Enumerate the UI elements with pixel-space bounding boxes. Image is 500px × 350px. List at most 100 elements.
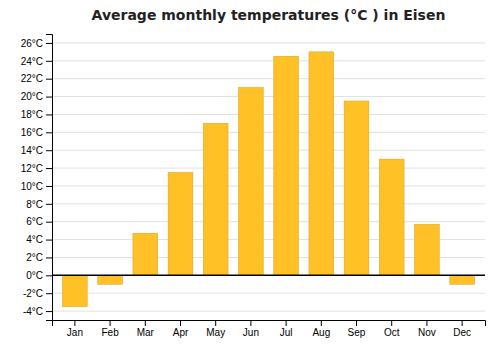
y-tick: -2°C xyxy=(23,288,52,299)
bar xyxy=(98,275,123,284)
grid-line xyxy=(52,96,485,97)
chart: -4°C-2°C0°C2°C4°C6°C8°C10°C12°C14°C16°C1… xyxy=(0,0,500,350)
grid-line xyxy=(52,114,485,115)
y-tick-mark xyxy=(46,114,52,115)
y-tick: 2°C xyxy=(26,252,52,263)
x-axis: Jan Feb Mar Apr May Jun Jul Aug Sep Oct Nov Dec xyxy=(53,320,486,338)
y-tick: 8°C xyxy=(26,199,52,210)
x-tick-label: Dec xyxy=(453,327,471,338)
x-tick-mark xyxy=(215,320,216,326)
bar xyxy=(450,275,475,284)
y-tick: 6°C xyxy=(26,216,52,227)
y-tick: 16°C xyxy=(21,127,52,138)
x-tick-mark xyxy=(250,320,251,326)
plot: -4°C-2°C0°C2°C4°C6°C8°C10°C12°C14°C16°C1… xyxy=(21,35,486,339)
x-tick-label: Aug xyxy=(312,327,330,338)
y-axis-line xyxy=(46,35,53,321)
grid-line xyxy=(52,42,485,43)
grid-line xyxy=(52,221,485,222)
y-tick: 14°C xyxy=(21,145,52,156)
x-tick: Nov xyxy=(418,320,436,338)
x-tick-label: Sep xyxy=(348,327,366,338)
grid-line xyxy=(52,185,485,186)
y-tick-mark xyxy=(46,204,52,205)
zero-line xyxy=(52,275,485,277)
x-tick: May xyxy=(206,320,225,338)
grid-line xyxy=(52,60,485,61)
x-tick-mark xyxy=(462,320,463,326)
y-tick: 22°C xyxy=(21,73,52,84)
title: Average monthly temperatures (°C ) in Ei… xyxy=(92,7,446,23)
grid-line xyxy=(52,311,485,312)
y-tick-mark xyxy=(46,132,52,133)
x-tick-mark xyxy=(321,320,322,326)
x-tick: Mar xyxy=(137,320,155,338)
x-axis-line xyxy=(53,321,486,327)
y-tick-label: 6°C xyxy=(26,216,43,227)
y-tick-mark xyxy=(46,222,52,223)
y-tick-mark xyxy=(46,61,52,62)
y-tick-label: 18°C xyxy=(21,109,43,120)
y-tick: 0°C xyxy=(26,270,52,281)
x-tick-mark xyxy=(110,320,111,326)
x-tick-mark xyxy=(391,320,392,326)
x-tick: Jul xyxy=(280,320,293,338)
bar xyxy=(274,56,299,275)
bar xyxy=(379,159,404,275)
y-tick-label: 0°C xyxy=(26,270,43,281)
y-tick-mark xyxy=(46,240,52,241)
y-tick: 4°C xyxy=(26,234,52,245)
y-tick-mark xyxy=(46,186,52,187)
grid-line xyxy=(52,168,485,169)
x-tick: Dec xyxy=(453,320,471,338)
grid xyxy=(52,43,485,311)
y-tick-mark xyxy=(46,275,52,276)
bars xyxy=(52,52,485,307)
grid-line xyxy=(52,132,485,133)
y-tick-label: 12°C xyxy=(21,163,43,174)
y-tick-mark xyxy=(46,43,52,44)
bar xyxy=(309,52,334,275)
grid-line xyxy=(52,78,485,79)
x-tick-label: Jul xyxy=(280,327,293,338)
x-tick-label: Apr xyxy=(173,327,189,338)
x-tick-mark xyxy=(145,320,146,326)
x-tick-label: Feb xyxy=(101,327,119,338)
y-tick-mark xyxy=(46,293,52,294)
y-tick-label: 2°C xyxy=(26,252,43,263)
x-tick-mark xyxy=(426,320,427,326)
y-tick: 20°C xyxy=(21,91,52,102)
y-tick-label: 4°C xyxy=(26,234,43,245)
x-tick-label: Oct xyxy=(384,327,400,338)
y-tick-label: 26°C xyxy=(21,38,43,49)
y-tick-label: -4°C xyxy=(23,306,43,317)
y-tick-mark xyxy=(46,257,52,258)
x-tick-mark xyxy=(180,320,181,326)
grid-line xyxy=(52,150,485,151)
y-tick-mark xyxy=(46,311,52,312)
x-tick: Jan xyxy=(67,320,83,338)
y-tick-mark xyxy=(46,79,52,80)
x-tick: Apr xyxy=(173,320,189,338)
y-tick-label: -2°C xyxy=(23,288,43,299)
x-tick: Sep xyxy=(348,320,366,338)
x-tick-label: Nov xyxy=(418,327,436,338)
x-tick-label: Mar xyxy=(137,327,155,338)
x-tick-mark xyxy=(286,320,287,326)
y-tick-label: 8°C xyxy=(26,199,43,210)
y-tick-label: 22°C xyxy=(21,73,43,84)
x-tick: Jun xyxy=(243,320,259,338)
grid-line xyxy=(52,203,485,204)
y-tick-label: 16°C xyxy=(21,127,43,138)
y-tick: -4°C xyxy=(23,306,52,317)
x-tick-mark xyxy=(74,320,75,326)
x-tick: Oct xyxy=(384,320,400,338)
grid-line xyxy=(52,293,485,294)
y-tick-mark xyxy=(46,150,52,151)
bar xyxy=(168,173,193,276)
y-tick: 18°C xyxy=(21,109,52,120)
y-tick: 12°C xyxy=(21,163,52,174)
y-tick: 24°C xyxy=(21,56,52,67)
y-tick: 26°C xyxy=(21,38,52,49)
y-tick-label: 20°C xyxy=(21,91,43,102)
